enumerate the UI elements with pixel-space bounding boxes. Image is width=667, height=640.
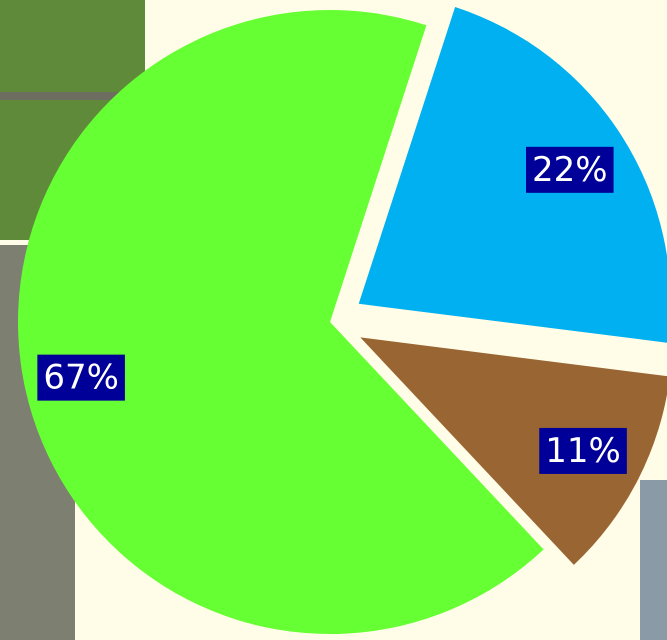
page: {"chart_data": {"type": "pie", "values":… — [0, 0, 667, 640]
photo-right — [640, 480, 667, 640]
data-label: 22% — [532, 150, 608, 190]
data-label: 67% — [43, 358, 119, 398]
data-label: 11% — [545, 431, 621, 471]
chart: 22% 11% 67% — [0, 0, 667, 640]
